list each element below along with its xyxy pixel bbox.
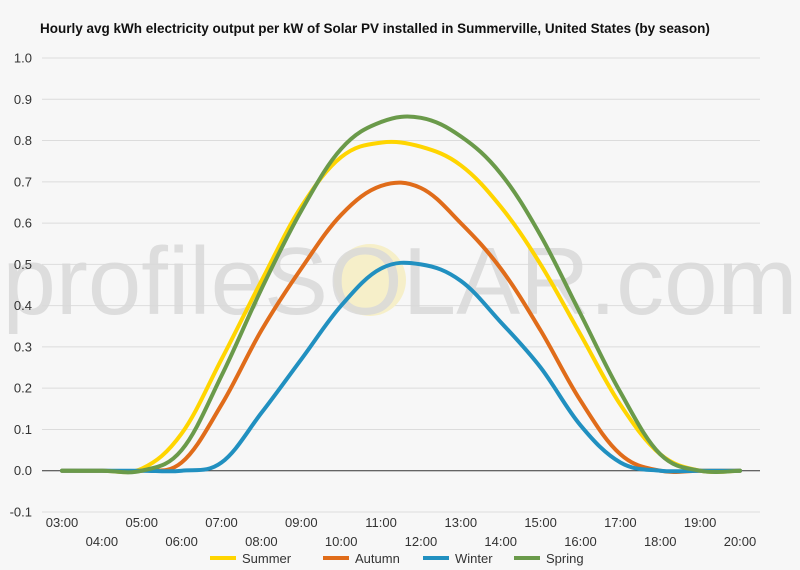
chart-title: Hourly avg kWh electricity output per kW… <box>40 21 710 36</box>
legend-label: Spring <box>546 551 584 566</box>
y-tick-label: 0.7 <box>14 174 32 189</box>
y-tick-label: 0.5 <box>14 257 32 272</box>
x-tick-label: 03:00 <box>46 515 79 530</box>
x-tick-label: 15:00 <box>524 515 557 530</box>
x-tick-label: 16:00 <box>564 534 597 549</box>
watermark-layer: profileSOLAR.com <box>3 228 798 335</box>
legend-item-autumn[interactable]: Autumn <box>323 551 400 566</box>
y-tick-label: 0.4 <box>14 298 32 313</box>
x-tick-label: 09:00 <box>285 515 318 530</box>
series-line-autumn <box>60 180 742 475</box>
legend-label: Autumn <box>355 551 400 566</box>
y-tick-label: -0.1 <box>10 505 32 520</box>
series-line-spring <box>60 114 742 475</box>
x-tick-label: 08:00 <box>245 534 278 549</box>
x-tick-label: 13:00 <box>445 515 478 530</box>
y-tick-label: 0.9 <box>14 92 32 107</box>
x-tick-label: 17:00 <box>604 515 637 530</box>
y-tick-label: 0.1 <box>14 422 32 437</box>
series-line-winter <box>60 260 742 474</box>
x-tick-label: 18:00 <box>644 534 677 549</box>
x-tick-label: 12:00 <box>405 534 438 549</box>
series-line-summer <box>60 139 742 475</box>
y-tick-label: 0.3 <box>14 339 32 354</box>
legend-item-summer[interactable]: Summer <box>210 551 292 566</box>
x-tick-label: 10:00 <box>325 534 358 549</box>
x-tick-label: 05:00 <box>125 515 158 530</box>
y-tick-label: 0.8 <box>14 133 32 148</box>
legend-item-winter[interactable]: Winter <box>423 551 493 566</box>
watermark-text: profileSOLAR.com <box>3 228 798 335</box>
x-tick-label: 07:00 <box>205 515 238 530</box>
y-tick-label: 0.2 <box>14 381 32 396</box>
x-tick-label: 14:00 <box>484 534 517 549</box>
x-axis-ticks: 03:00 04:00 05:00 06:00 07:00 08:00 09:00 10:00… <box>46 515 757 549</box>
x-tick-label: 20:00 <box>724 534 757 549</box>
y-tick-label: 1.0 <box>14 51 32 66</box>
y-tick-label: 0.6 <box>14 216 32 231</box>
legend-item-spring[interactable]: Spring <box>514 551 584 566</box>
x-tick-label: 11:00 <box>365 515 397 530</box>
series-layer <box>60 114 742 475</box>
x-tick-label: 04:00 <box>86 534 119 549</box>
watermark-sun <box>334 244 406 316</box>
x-tick-label: 06:00 <box>165 534 198 549</box>
legend-label: Summer <box>242 551 292 566</box>
legend: Summer Autumn Winter Spring <box>210 551 584 566</box>
x-tick-label: 19:00 <box>684 515 717 530</box>
y-axis-ticks: -0.1 0.0 0.1 0.2 0.3 0.4 0.5 0.6 0.7 0.8 0.9 1.0 <box>10 51 32 520</box>
y-tick-label: 0.0 <box>14 463 32 478</box>
legend-label: Winter <box>455 551 493 566</box>
